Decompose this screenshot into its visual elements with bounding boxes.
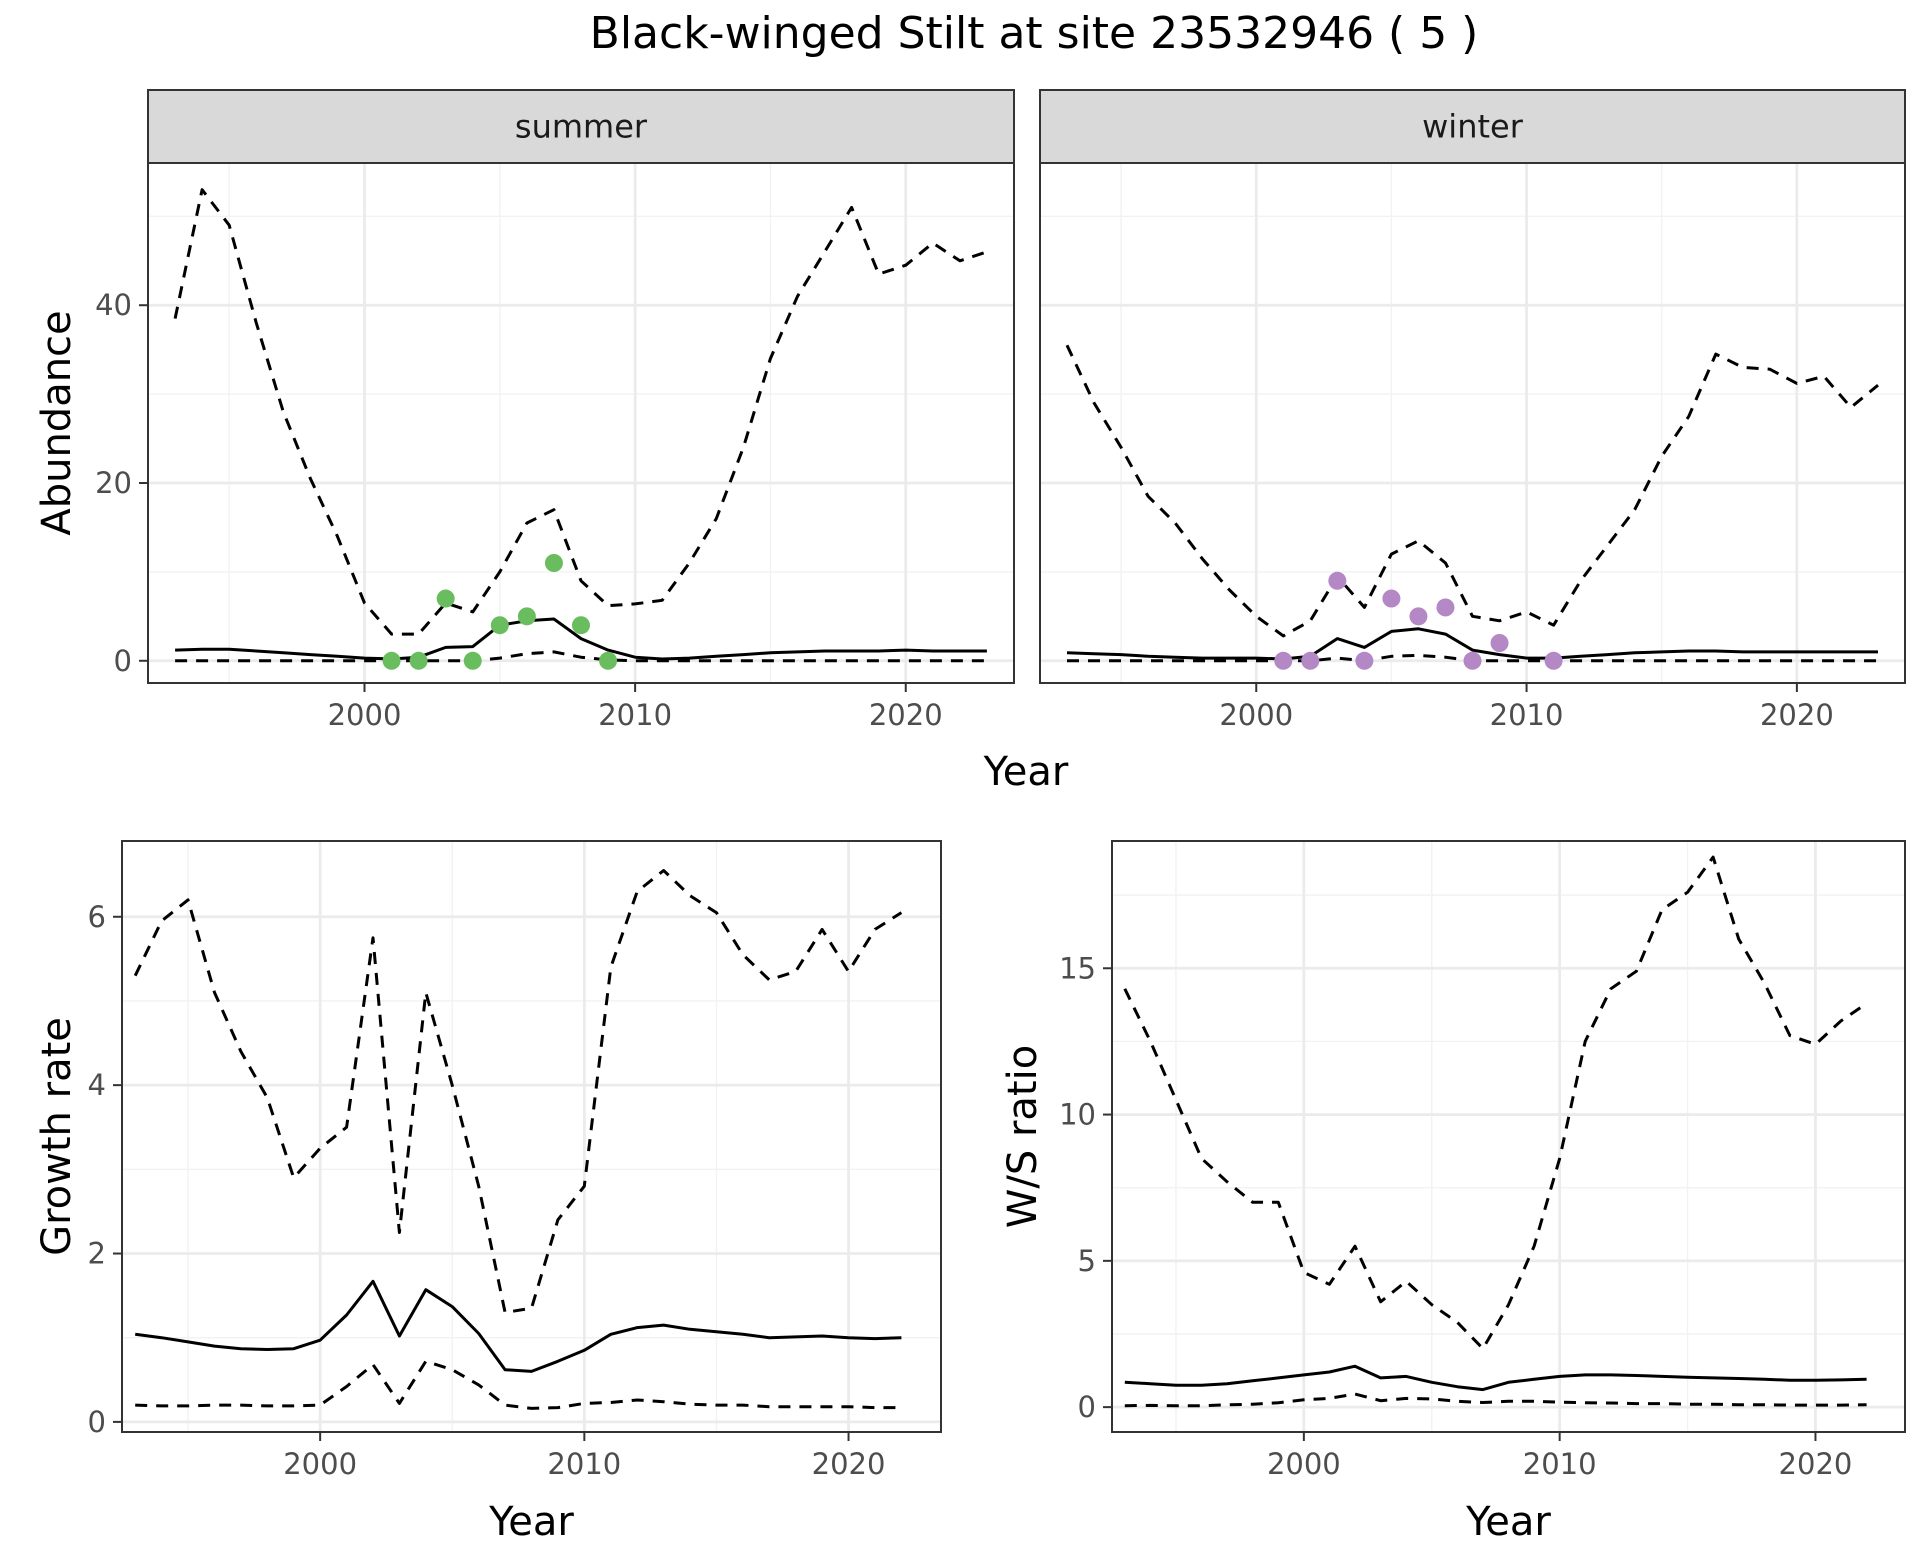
x-axis-title: Year <box>1465 1499 1551 1545</box>
y-tick-label: 2 <box>88 1237 106 1271</box>
data-point <box>436 589 455 608</box>
y-tick-label: 0 <box>1078 1390 1096 1424</box>
panel-background <box>122 841 941 1432</box>
panel-abundance-winter: winter 2000 2010 2020 <box>1039 89 1906 732</box>
panel-growth-rate: 2000 2010 2020 0 2 4 6 Growth rate Year <box>34 840 942 1545</box>
y-tick-label: 15 <box>1059 951 1096 985</box>
facet-strip <box>1039 89 1906 164</box>
data-point <box>1463 651 1482 670</box>
data-point <box>463 651 482 670</box>
data-point <box>1544 651 1563 670</box>
facet-strip-label: winter <box>1422 108 1524 146</box>
y-tick-label: 0 <box>88 1405 106 1439</box>
x-tick-label: 2010 <box>1523 1447 1597 1481</box>
y-tick-label: 4 <box>88 1068 106 1102</box>
series-line-mean <box>135 1279 902 1373</box>
y-tick-label: 5 <box>1078 1244 1096 1278</box>
y-tick-label: 0 <box>114 644 132 678</box>
data-point <box>409 651 428 670</box>
data-point <box>1274 651 1293 670</box>
series-line-lower <box>1124 1392 1867 1408</box>
y-tick-label: 6 <box>88 900 106 934</box>
y-axis-title: Abundance <box>34 310 80 535</box>
y-axis-title: Growth rate <box>34 1017 80 1256</box>
panel-background <box>1040 163 1905 683</box>
series-line-upper <box>173 188 988 636</box>
series-line-upper <box>1065 344 1879 638</box>
y-tick-label: 20 <box>95 466 132 500</box>
x-axis-title: Year <box>488 1499 574 1545</box>
panel-background <box>148 163 1014 683</box>
x-tick-label: 2000 <box>283 1447 357 1481</box>
x-tick-label: 2000 <box>1219 698 1293 732</box>
facet-strip-label: summer <box>515 108 648 146</box>
data-point <box>517 607 536 626</box>
x-axis-title: Year <box>983 749 1069 795</box>
y-tick-label: 10 <box>1059 1098 1096 1132</box>
x-tick-label: 2020 <box>869 698 943 732</box>
x-tick-label: 2000 <box>328 698 402 732</box>
panel-abundance-summer: summer 2000 2010 2020 0 20 40 Abundance <box>34 89 1015 732</box>
data-point <box>1355 651 1374 670</box>
x-tick-label: 2010 <box>1490 698 1564 732</box>
panel-ws-ratio: 2000 2010 2020 0 5 10 15 W/S ratio Year <box>1000 840 1906 1545</box>
figure-title: Black-winged Stilt at site 23532946 ( 5 … <box>590 8 1479 59</box>
x-tick-label: 2010 <box>598 698 672 732</box>
x-tick-label: 2020 <box>812 1447 886 1481</box>
x-tick-label: 2000 <box>1267 1447 1341 1481</box>
panel-border <box>121 840 942 1433</box>
x-tick-label: 2020 <box>1760 698 1834 732</box>
data-point <box>382 651 401 670</box>
y-tick-label: 40 <box>95 288 132 322</box>
data-point <box>1436 598 1455 617</box>
facet-strip <box>147 89 1015 164</box>
data-point <box>1382 589 1401 608</box>
series-line-lower <box>135 1359 902 1410</box>
data-point <box>1301 651 1320 670</box>
data-point <box>572 616 590 635</box>
series-line-lower <box>175 650 987 663</box>
data-point <box>1409 607 1428 626</box>
x-tick-label: 2010 <box>547 1447 621 1481</box>
series-line-upper <box>133 869 903 1314</box>
data-point <box>544 554 563 572</box>
data-point <box>1490 634 1509 652</box>
series-line-mean <box>175 617 987 661</box>
data-point <box>599 651 618 670</box>
series-line-mean <box>1066 627 1878 661</box>
data-point <box>1328 571 1347 590</box>
series-line-mean <box>1124 1364 1867 1392</box>
y-axis-title: W/S ratio <box>1000 1045 1046 1228</box>
panel-background <box>1112 841 1905 1432</box>
panel-border <box>1111 840 1906 1433</box>
data-point <box>490 616 509 635</box>
x-tick-label: 2020 <box>1779 1447 1853 1481</box>
